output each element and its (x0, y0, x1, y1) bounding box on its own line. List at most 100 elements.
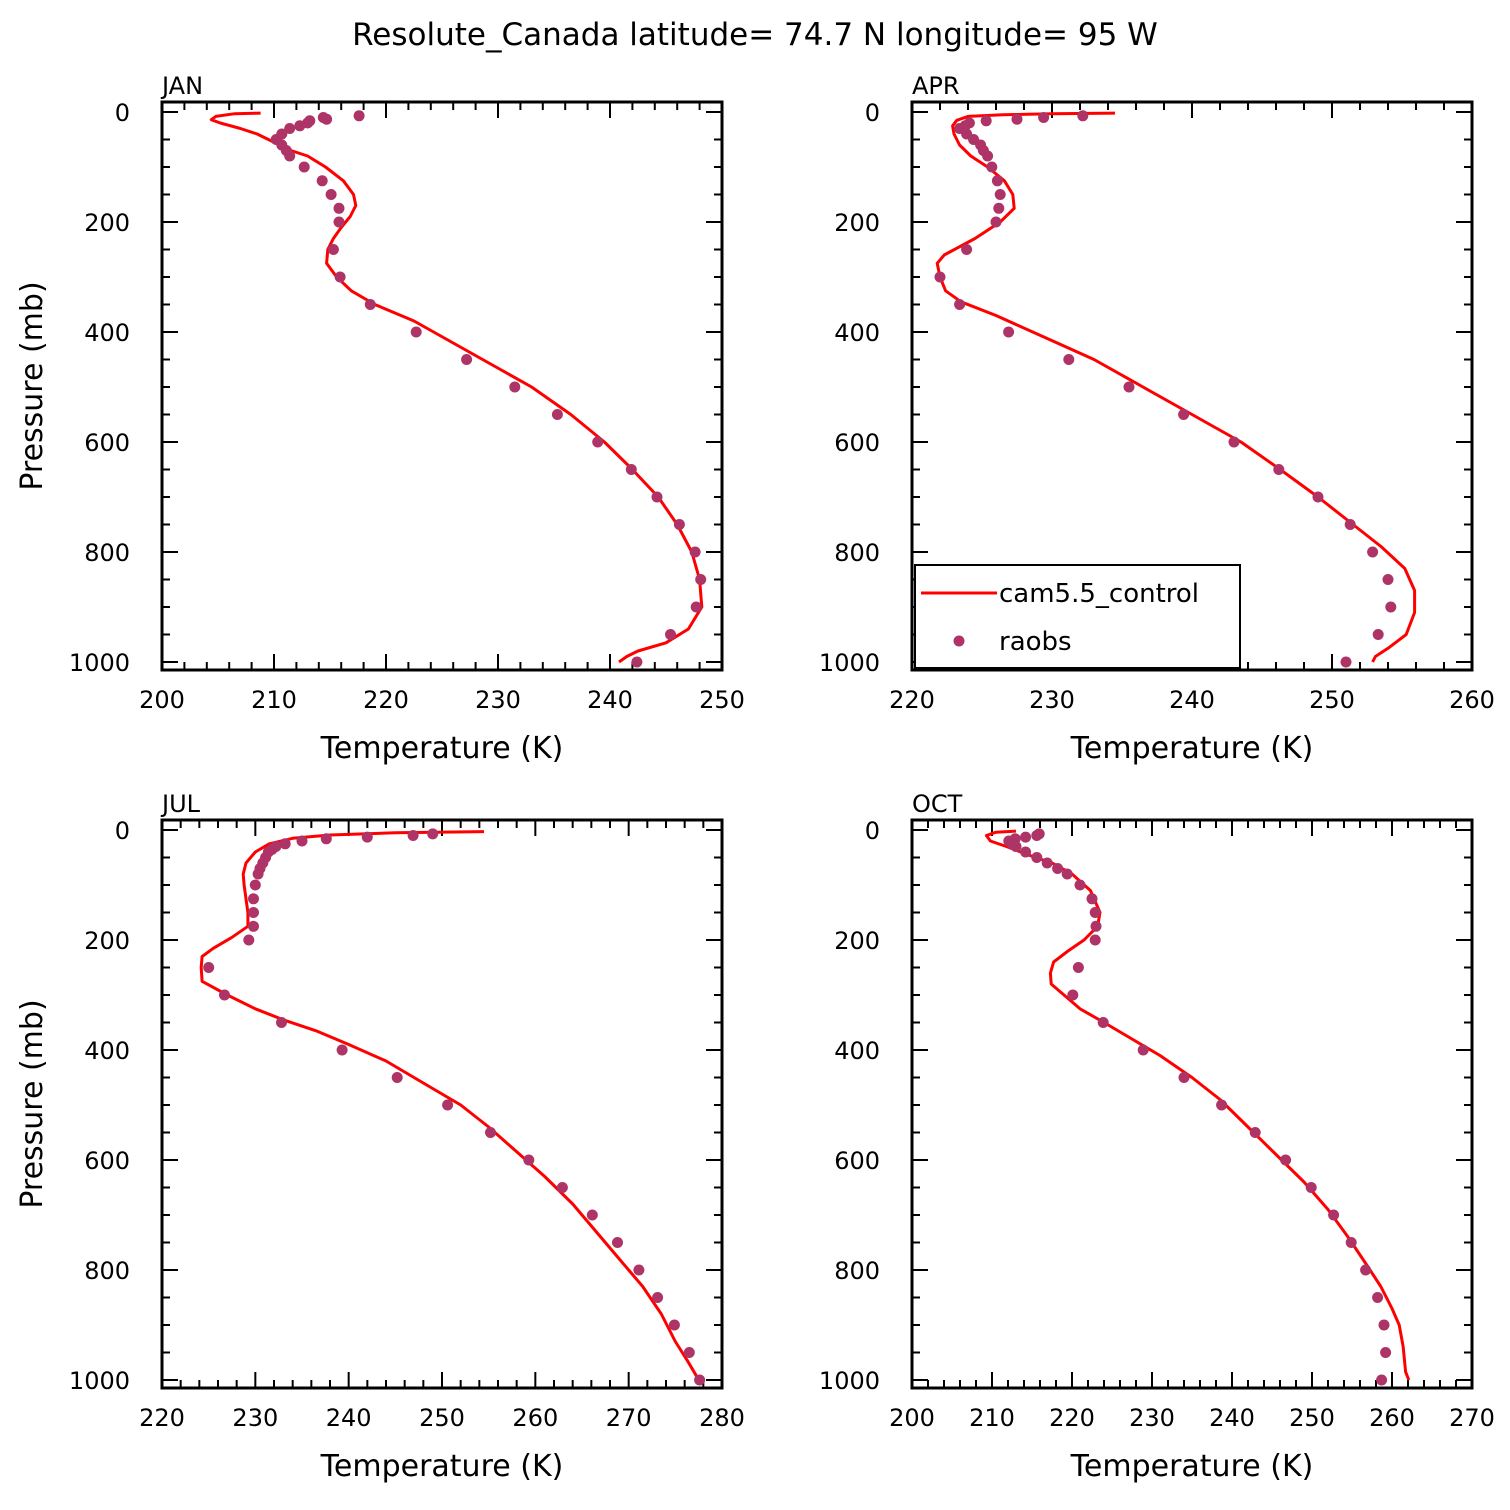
raobs-point (1280, 1154, 1292, 1166)
raobs-point (695, 574, 707, 585)
x-tick-label: 240 (1209, 1404, 1255, 1432)
x-tick-label: 220 (889, 686, 935, 714)
x-tick-label: 260 (512, 1404, 558, 1432)
y-tick-label: 200 (84, 927, 130, 955)
raobs-point (954, 299, 966, 310)
raobs-point (248, 893, 259, 905)
raobs-point (592, 436, 604, 448)
figure-title: Resolute_Canada latitude= 74.7 N longitu… (352, 17, 1158, 53)
raobs-point (1340, 656, 1352, 668)
raobs-point (1178, 409, 1190, 420)
panel-label: APR (912, 72, 960, 100)
raobs-point (1067, 989, 1079, 1001)
raobs-point (1031, 830, 1043, 841)
y-axis-title: Pressure (mb) (15, 999, 50, 1208)
panel-jan: JAN 200 210 220 230 240 250 0 200 400 600 800 1000 Te… (15, 72, 745, 766)
raobs-point (1089, 907, 1101, 918)
raobs-point (1372, 1292, 1384, 1303)
raobs-point (683, 1347, 695, 1358)
y-tick-label: 1000 (69, 1367, 130, 1395)
raobs-point (336, 1044, 348, 1056)
x-tick-label: 250 (1289, 1404, 1335, 1432)
raobs-point (333, 216, 345, 228)
x-tick-label: 260 (1369, 1404, 1415, 1432)
x-tick-label: 230 (475, 686, 521, 714)
raobs-point (353, 110, 365, 122)
raobs-point (1086, 893, 1098, 905)
raobs-point (1074, 879, 1086, 891)
raobs-point (1089, 934, 1101, 946)
raobs-point (219, 989, 230, 1001)
x-tick-label: 240 (587, 686, 633, 714)
series-line-cam5.5-control (984, 829, 1411, 1381)
panel-apr: APR 220 230 240 250 260 0 200 400 600 800 1000 Tempe… (819, 72, 1495, 766)
raobs-point (407, 830, 419, 841)
raobs-point (276, 1017, 287, 1028)
y-tick-label: 1000 (819, 1367, 880, 1395)
x-tick-label: 270 (606, 1404, 652, 1432)
y-tick-label: 800 (84, 1257, 130, 1285)
raobs-point (694, 1374, 706, 1386)
raobs-point (1090, 920, 1102, 932)
raobs-point (1010, 841, 1022, 852)
raobs-point (1123, 381, 1135, 393)
y-tick-label: 200 (834, 209, 880, 237)
y-tick-label: 0 (115, 817, 130, 845)
raobs-point (442, 1099, 454, 1111)
raobs-point (982, 150, 994, 162)
raobs-point (203, 962, 215, 973)
y-axis-title: Pressure (mb) (15, 281, 50, 490)
x-axis-title: Temperature (K) (320, 731, 564, 766)
x-tick-label: 250 (419, 1404, 465, 1432)
raobs-point (980, 115, 992, 127)
raobs-point (673, 519, 685, 530)
raobs-point (1376, 1374, 1388, 1386)
y-tick-label: 200 (84, 209, 130, 237)
raobs-point (1031, 852, 1043, 863)
y-tick-label: 800 (834, 1257, 880, 1285)
x-axis-title: Temperature (K) (1070, 1449, 1314, 1484)
y-tick-label: 0 (865, 99, 880, 127)
legend-box (914, 564, 1241, 669)
raobs-point (1178, 1072, 1190, 1083)
raobs-point (1312, 491, 1324, 503)
y-tick-label: 600 (84, 429, 130, 457)
raobs-point (248, 907, 259, 918)
raobs-point (993, 202, 1005, 214)
series-line-cam5.5-control (935, 111, 1417, 663)
raobs-point (1003, 326, 1015, 338)
x-tick-label: 220 (1049, 1404, 1095, 1432)
x-tick-label: 230 (232, 1404, 278, 1432)
panel-label: JUL (160, 790, 201, 818)
raobs-point (1344, 519, 1356, 530)
raobs-point (1273, 464, 1285, 475)
y-tick-label: 1000 (819, 649, 880, 677)
raobs-point (668, 1319, 680, 1331)
raobs-point (320, 833, 332, 845)
x-tick-label: 240 (326, 1404, 372, 1432)
y-tick-label: 400 (834, 319, 880, 347)
raobs-point (1345, 1237, 1357, 1248)
raobs-point (252, 868, 264, 880)
raobs-point (586, 1209, 598, 1221)
panel-jul: JUL 220 230 240 250 260 270 280 0 200 400 600 800 100… (15, 790, 745, 1484)
y-tick-label: 600 (834, 1147, 880, 1175)
x-tick-label: 200 (889, 1404, 935, 1432)
raobs-point (651, 491, 663, 503)
raobs-point (361, 831, 373, 843)
raobs-point (652, 1292, 664, 1303)
raobs-point (427, 828, 439, 840)
raobs-point (333, 202, 345, 214)
raobs-point (523, 1154, 535, 1166)
raobs-point (1228, 436, 1240, 448)
raobs-point (1072, 962, 1084, 973)
raobs-point (1378, 1319, 1390, 1331)
y-tick-label: 0 (115, 99, 130, 127)
raobs-point (243, 934, 255, 946)
x-tick-label: 250 (1309, 686, 1355, 714)
raobs-point (690, 601, 702, 613)
series-line-cam5.5-control (199, 830, 701, 1381)
panel-oct: OCT 200 210 220 230 240 250 260 270 0 200 400 600 800… (819, 790, 1495, 1484)
